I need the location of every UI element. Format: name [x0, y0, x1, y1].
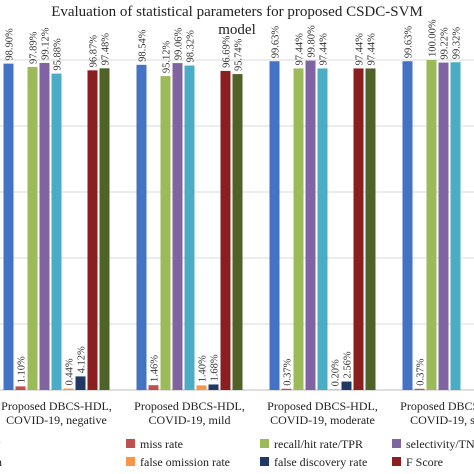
bar: [402, 61, 413, 390]
data-label: 97.44%: [319, 33, 330, 66]
bar: [184, 65, 195, 390]
bar: [148, 385, 159, 390]
data-label: 1.10%: [17, 356, 28, 383]
data-label: 96.69%: [222, 35, 233, 68]
data-label: 97.44%: [355, 33, 366, 66]
bar: [365, 68, 376, 390]
category-label: COVID-19, moderate: [270, 413, 375, 427]
data-label: 95.12%: [162, 40, 173, 73]
data-label: 97.48%: [101, 33, 112, 66]
bar: [27, 66, 38, 390]
bar: [63, 388, 74, 390]
legend-swatch: [260, 439, 269, 448]
bar: [269, 61, 280, 390]
data-label: 0.44%: [65, 358, 76, 385]
bar: [196, 385, 207, 390]
legend-label: false discovery rate: [274, 455, 367, 469]
legend-swatch: [126, 439, 135, 448]
data-label: 99.32%: [452, 27, 463, 60]
bar: [317, 68, 328, 390]
data-label: 0.37%: [283, 358, 294, 385]
bar: [51, 73, 62, 390]
category-label: Proposed DBCS-HDL,: [400, 399, 474, 413]
bar: [426, 60, 437, 390]
bar: [87, 70, 98, 390]
legend-label: F Score: [406, 455, 443, 469]
data-label: 95.74%: [234, 38, 245, 71]
data-label: 0.37%: [416, 358, 427, 385]
data-label: 98.90%: [5, 28, 16, 61]
bar: [136, 64, 147, 391]
bar: [3, 63, 14, 390]
bar: [232, 74, 243, 391]
bar: [172, 63, 183, 391]
data-label: 1.46%: [150, 355, 161, 382]
bar: [75, 376, 86, 390]
bar: [293, 68, 304, 390]
bar: [99, 68, 110, 390]
data-label: 99.22%: [440, 27, 451, 60]
data-label: 99.63%: [404, 26, 415, 59]
data-label: 99.06%: [174, 27, 185, 60]
category-label: Proposed DBCS-HDL,: [134, 399, 245, 413]
data-label: 1.68%: [210, 354, 221, 381]
bar: [15, 386, 26, 390]
legend-label: miss rate: [140, 437, 183, 451]
legend-label: false omission rate: [140, 455, 230, 469]
bar: [160, 76, 171, 390]
category-label: Proposed DBCS-HDL,: [267, 399, 378, 413]
data-label: 99.80%: [307, 25, 318, 58]
legend-swatch: [260, 457, 269, 466]
data-label: 4.12%: [77, 346, 88, 373]
bar: [450, 62, 461, 391]
bar: [305, 60, 316, 390]
data-label: 2.56%: [343, 351, 354, 378]
data-label: 99.12%: [41, 27, 52, 60]
bar: [438, 62, 449, 390]
legend-label: recall/hit rate/TPR: [274, 437, 363, 451]
category-label: Proposed DBCS-HDL,: [1, 399, 112, 413]
data-label: 0.20%: [331, 359, 342, 386]
bar: [39, 62, 50, 391]
category-label: COVID-19, mild: [149, 413, 231, 427]
legend-label: selectivity/TNR: [406, 437, 474, 451]
data-label: 95.88%: [53, 38, 64, 71]
bar: [341, 381, 352, 390]
legend-label: accuracy: [0, 437, 1, 451]
category-label: COVID-19, negative: [6, 413, 107, 427]
data-label: 1.40%: [198, 355, 209, 382]
category-label: COVID-19, severe: [410, 413, 474, 427]
legend-swatch: [392, 457, 401, 466]
data-label: 98.54%: [138, 29, 149, 62]
bar: [414, 388, 425, 390]
data-label: 98.32%: [186, 30, 197, 63]
data-label: 100.00%: [428, 19, 439, 57]
legend-label: precision: [0, 455, 2, 469]
chart-title-line-2: model: [218, 22, 256, 38]
legend-swatch: [126, 457, 135, 466]
data-label: 97.44%: [367, 33, 378, 66]
bar: [329, 389, 340, 390]
data-label: 99.63%: [271, 26, 282, 59]
chart-title-line-1: Evaluation of statistical parameters for…: [51, 4, 423, 20]
bar: [220, 70, 231, 390]
bar: [281, 388, 292, 390]
bar: [208, 384, 219, 390]
data-label: 97.89%: [29, 31, 40, 64]
bar: [353, 68, 364, 390]
data-label: 97.44%: [295, 33, 306, 66]
legend-swatch: [392, 439, 401, 448]
data-label: 96.87%: [89, 35, 100, 68]
